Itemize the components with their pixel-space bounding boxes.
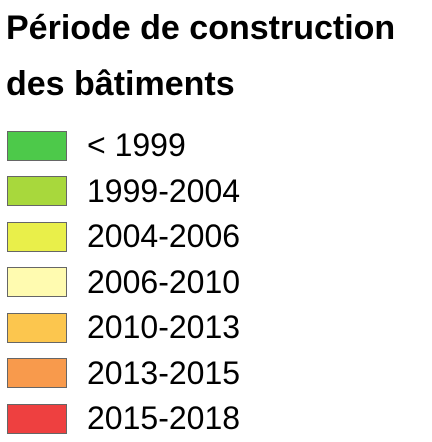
- legend-item: 1999-2004: [7, 169, 240, 215]
- legend-label: 2013-2015: [87, 354, 241, 391]
- legend-item: < 1999: [7, 123, 240, 169]
- legend-swatch: [7, 358, 67, 389]
- legend-label: 2010-2013: [87, 309, 241, 346]
- legend-item: 2006-2010: [7, 260, 240, 306]
- legend-label: 2006-2010: [87, 263, 241, 300]
- legend-item: 2010-2013: [7, 305, 240, 351]
- legend-swatch: [7, 267, 67, 298]
- legend-label: 1999-2004: [87, 172, 241, 209]
- legend-item: 2004-2006: [7, 214, 240, 260]
- legend-title: Période de construction des bâtiments: [6, 9, 396, 103]
- legend-swatch: [7, 221, 67, 252]
- legend-label: 2015-2018: [87, 400, 241, 437]
- legend-swatch: [7, 176, 67, 207]
- legend-items: < 1999 1999-2004 2004-2006 2006-2010 2010-20…: [7, 123, 240, 442]
- legend-label: 2004-2006: [87, 218, 241, 255]
- legend-swatch: [7, 312, 67, 343]
- legend-swatch: [7, 130, 67, 161]
- legend-swatch: [7, 403, 67, 434]
- legend-item: 2015-2018: [7, 396, 240, 442]
- legend-item: 2013-2015: [7, 351, 240, 397]
- legend-label: < 1999: [87, 127, 186, 164]
